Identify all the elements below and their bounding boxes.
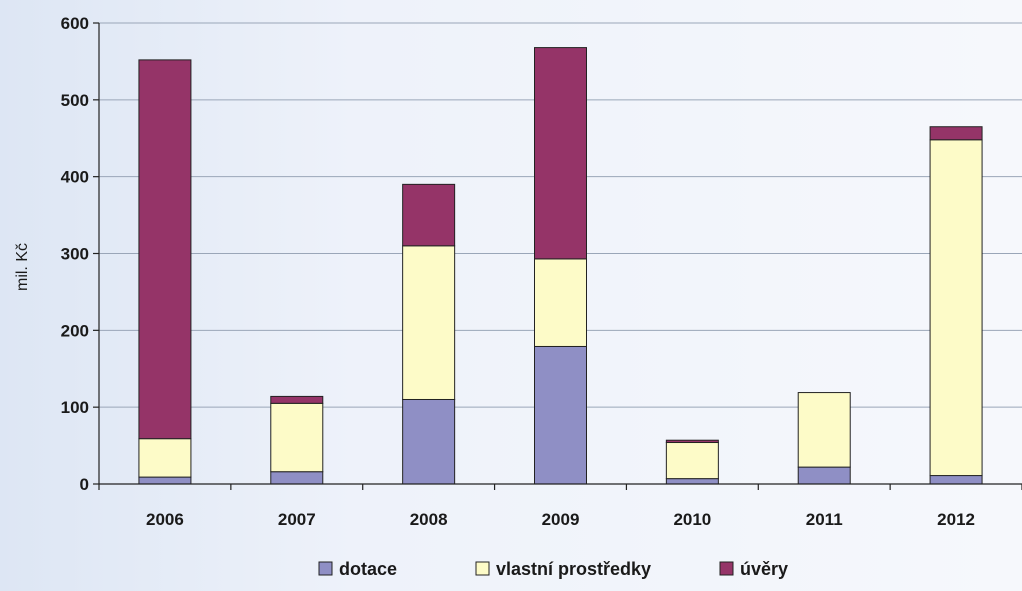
legend-swatch-úvěry (719, 561, 734, 576)
y-axis-label: mil. Kč (14, 243, 31, 291)
x-tick-label: 2010 (673, 510, 711, 529)
bar-segment-2006-dotace (138, 476, 192, 485)
x-tick-label: 2006 (146, 510, 184, 529)
bars (138, 47, 983, 485)
bar-segment-2012-dotace (929, 475, 983, 485)
y-tick-labels: 0 100 200 300 400 500 600 (61, 14, 89, 494)
legend-swatch-dotace (318, 561, 333, 576)
x-tick-label: 2011 (806, 510, 843, 529)
bar-segment-2012-úvěry (929, 126, 983, 141)
legend-label: úvěry (740, 559, 788, 579)
bar-segment-2010-vlastní (665, 442, 719, 480)
bar-segment-2011-vlastní (797, 392, 851, 468)
bar-segment-2011-dotace (797, 466, 851, 485)
bar-segment-2009-dotace (534, 345, 587, 485)
bar-segment-2007-úvěry (270, 395, 324, 404)
y-tick-label: 100 (61, 398, 89, 417)
bar-segment-2006-úvěry (138, 59, 192, 440)
y-tick-label: 300 (61, 245, 89, 264)
bar-segment-2008-vlastní (402, 245, 456, 400)
bar-segment-2008-dotace (402, 398, 456, 485)
y-tick-label: 600 (61, 14, 89, 33)
legend-swatch-vlastní (475, 561, 490, 576)
bar-segment-2008-úvěry (402, 183, 456, 247)
y-tick-label: 400 (61, 168, 89, 187)
bar-segment-2009-úvěry (534, 47, 587, 260)
x-tick-label: 2009 (542, 510, 580, 529)
axes (93, 22, 1022, 490)
y-tick-label: 0 (80, 475, 89, 494)
x-tick-label: 2007 (278, 510, 316, 529)
x-tick-label: 2008 (410, 510, 448, 529)
y-tick-label: 500 (61, 91, 89, 110)
x-tick-label: 2012 (937, 510, 975, 529)
bar-segment-2007-dotace (270, 471, 324, 485)
bar-segment-2006-vlastní (138, 438, 192, 478)
legend-label: dotace (339, 559, 397, 579)
legend-label: vlastní prostředky (496, 559, 651, 579)
bar-segment-2009-vlastní (534, 258, 587, 347)
bar-segment-2010-úvěry (665, 439, 719, 444)
bar-segment-2010-dotace (665, 478, 719, 485)
x-tick-labels: 2006 2007 2008 2009 2010 2011 2012 (146, 510, 975, 529)
legend: dotace vlastní prostředky úvěry (318, 559, 788, 579)
y-tick-label: 200 (61, 321, 89, 340)
bar-segment-2012-vlastní (929, 139, 983, 477)
bar-segment-2007-vlastní (270, 402, 324, 473)
